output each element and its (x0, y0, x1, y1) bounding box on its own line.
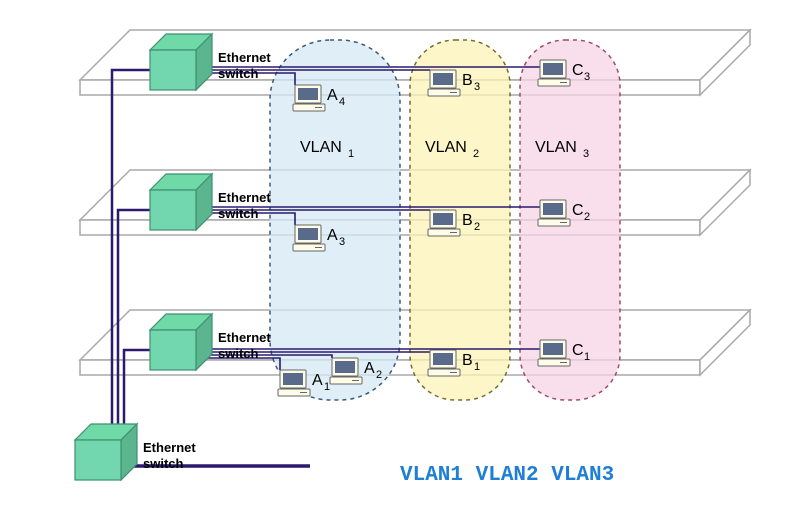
computer-subscript: 1 (324, 381, 330, 393)
vlan-label-vlan3: VLAN (535, 139, 577, 156)
computer-label: C (572, 62, 584, 79)
vlan-diagram: EthernetswitchEthernetswitchEthernetswit… (0, 0, 800, 531)
computer-subscript: 3 (474, 81, 480, 93)
computer-label: A (327, 87, 338, 104)
computer-subscript: 3 (339, 236, 345, 248)
computer-subscript: 2 (584, 211, 590, 223)
computer-label: B (462, 352, 473, 369)
switch-front (150, 190, 196, 230)
computer-label: A (312, 372, 323, 389)
computer-subscript: 4 (339, 96, 345, 108)
computer-subscript: 3 (584, 71, 590, 83)
computer-label: C (572, 342, 584, 359)
computer-subscript: 2 (376, 369, 382, 381)
computer-subscript: 1 (474, 361, 480, 373)
computer-label: B (462, 72, 473, 89)
switch-label: Ethernet (218, 190, 271, 205)
computer-label: A (364, 360, 375, 377)
switch-label: switch (143, 456, 184, 471)
switch-label: switch (218, 346, 259, 361)
vlan-label-vlan2: VLAN (425, 139, 467, 156)
computer-subscript: 1 (584, 351, 590, 363)
switch-label: Ethernet (218, 330, 271, 345)
switch-label: Ethernet (218, 50, 271, 65)
switch-front (75, 440, 121, 480)
switch-label: Ethernet (143, 440, 196, 455)
vlan-label-vlan1: VLAN (300, 139, 342, 156)
switch-front (150, 50, 196, 90)
computer-subscript: 2 (474, 221, 480, 233)
switch-label: switch (218, 206, 259, 221)
vlan-subscript-vlan1: 1 (348, 148, 354, 160)
vlan-subscript-vlan2: 2 (473, 148, 479, 160)
switch-front (150, 330, 196, 370)
vlan-subscript-vlan3: 3 (583, 148, 589, 160)
computer-label: A (327, 227, 338, 244)
computer-label: B (462, 212, 473, 229)
computer-label: C (572, 202, 584, 219)
bottom-vlan-text: VLAN1 VLAN2 VLAN3 (400, 464, 614, 487)
switch-label: switch (218, 66, 259, 81)
